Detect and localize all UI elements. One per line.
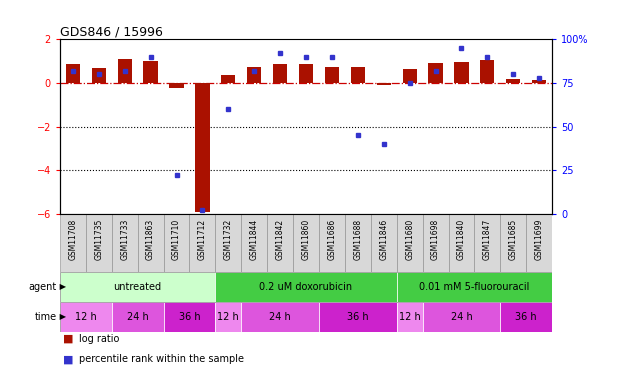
Text: 24 h: 24 h (451, 312, 473, 322)
Bar (163, 214, 189, 272)
Text: ▶: ▶ (57, 282, 66, 291)
Bar (117, 59, 132, 83)
Text: GSM11842: GSM11842 (276, 218, 285, 259)
Text: untreated: untreated (114, 282, 162, 292)
Text: 36 h: 36 h (179, 312, 200, 322)
Text: 12 h: 12 h (399, 312, 420, 322)
Text: GSM11680: GSM11680 (405, 218, 414, 259)
Bar (267, 214, 293, 272)
Text: 24 h: 24 h (127, 312, 148, 322)
Text: 12 h: 12 h (218, 312, 239, 322)
Text: GSM11685: GSM11685 (509, 218, 518, 259)
Bar (196, 83, 209, 212)
Text: 24 h: 24 h (269, 312, 291, 322)
Text: GSM11686: GSM11686 (327, 218, 336, 259)
Bar (143, 61, 158, 83)
Bar (454, 62, 469, 83)
Bar (215, 214, 241, 272)
Bar (112, 214, 138, 272)
Bar (60, 272, 215, 302)
Bar (319, 302, 397, 332)
Bar (506, 79, 521, 83)
Text: GSM11732: GSM11732 (224, 218, 233, 259)
Bar (428, 63, 443, 83)
Bar (532, 80, 546, 83)
Text: log ratio: log ratio (79, 334, 119, 344)
Text: percentile rank within the sample: percentile rank within the sample (79, 354, 244, 364)
Bar (86, 214, 112, 272)
Text: GSM11840: GSM11840 (457, 218, 466, 259)
Text: 0.2 uM doxorubicin: 0.2 uM doxorubicin (259, 282, 353, 292)
Bar (319, 214, 345, 272)
Bar (345, 214, 371, 272)
Text: GSM11712: GSM11712 (198, 218, 207, 259)
Bar (138, 214, 163, 272)
Bar (351, 67, 365, 83)
Bar (403, 69, 417, 83)
Text: GSM11847: GSM11847 (483, 218, 492, 259)
Bar (293, 214, 319, 272)
Text: 36 h: 36 h (516, 312, 537, 322)
Bar (299, 64, 313, 83)
Bar (215, 272, 397, 302)
Bar (423, 302, 500, 332)
Bar (325, 67, 339, 83)
Bar (163, 302, 215, 332)
Bar (480, 60, 495, 83)
Bar (91, 68, 106, 83)
Bar (247, 67, 261, 83)
Text: GSM11844: GSM11844 (250, 218, 259, 259)
Bar (397, 302, 423, 332)
Text: GSM11733: GSM11733 (121, 218, 129, 260)
Bar (112, 302, 163, 332)
Text: GSM11710: GSM11710 (172, 218, 181, 259)
Text: ▶: ▶ (57, 312, 66, 321)
Text: GSM11698: GSM11698 (431, 218, 440, 259)
Text: GSM11699: GSM11699 (534, 218, 544, 260)
Bar (60, 302, 112, 332)
Bar (189, 214, 215, 272)
Bar (397, 272, 552, 302)
Bar (273, 64, 287, 83)
Bar (475, 214, 500, 272)
Text: GSM11860: GSM11860 (302, 218, 310, 259)
Bar (500, 302, 552, 332)
Text: agent: agent (28, 282, 57, 292)
Bar (66, 64, 80, 83)
Text: GSM11846: GSM11846 (379, 218, 388, 259)
Text: time: time (35, 312, 57, 322)
Text: ■: ■ (63, 354, 74, 364)
Bar (371, 214, 397, 272)
Bar (241, 214, 267, 272)
Bar (377, 83, 391, 85)
Text: 36 h: 36 h (347, 312, 369, 322)
Text: GSM11863: GSM11863 (146, 218, 155, 259)
Text: ■: ■ (63, 334, 74, 344)
Text: GDS846 / 15996: GDS846 / 15996 (60, 25, 163, 38)
Text: GSM11708: GSM11708 (68, 218, 78, 259)
Bar (526, 214, 552, 272)
Bar (221, 75, 235, 83)
Text: GSM11735: GSM11735 (94, 218, 103, 260)
Bar (60, 214, 86, 272)
Bar (397, 214, 423, 272)
Bar (500, 214, 526, 272)
Text: 12 h: 12 h (75, 312, 97, 322)
Bar (169, 83, 184, 88)
Bar (215, 302, 241, 332)
Bar (423, 214, 449, 272)
Text: GSM11688: GSM11688 (353, 218, 362, 259)
Bar (449, 214, 475, 272)
Bar (241, 302, 319, 332)
Text: 0.01 mM 5-fluorouracil: 0.01 mM 5-fluorouracil (419, 282, 529, 292)
